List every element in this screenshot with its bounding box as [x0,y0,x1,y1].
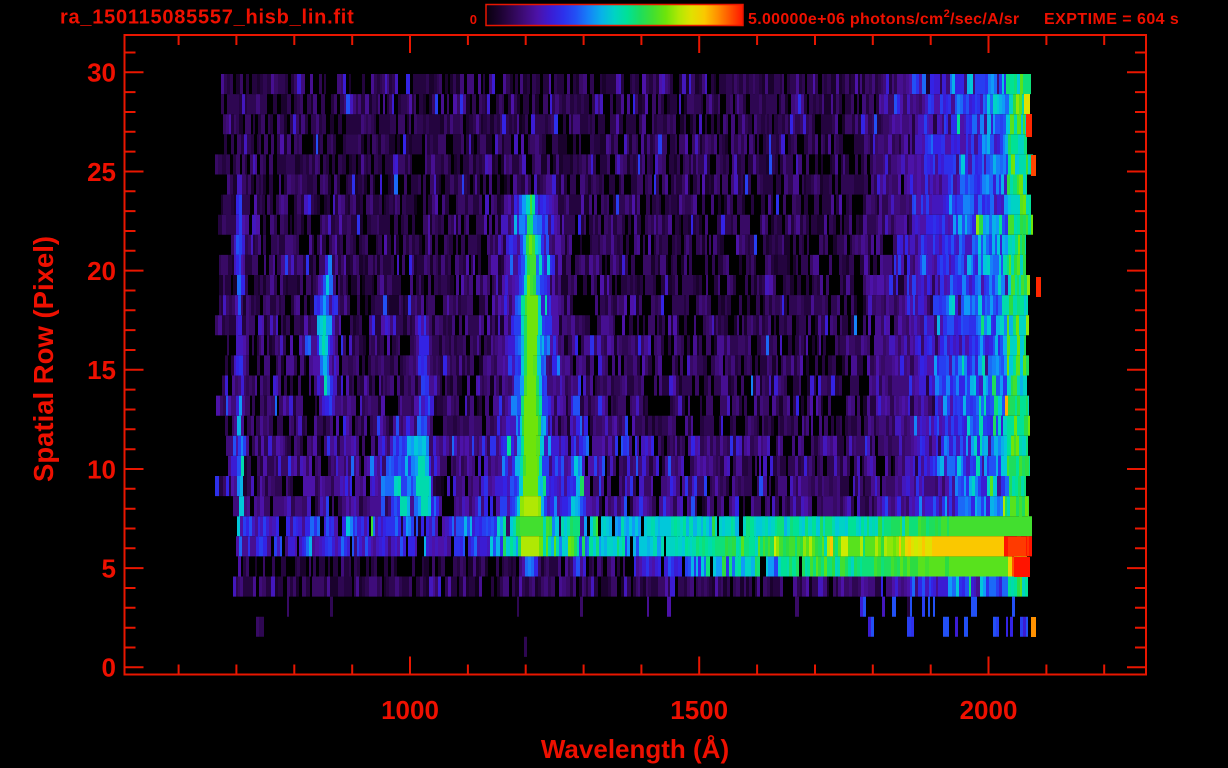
svg-text:30: 30 [87,58,116,88]
svg-text:25: 25 [87,157,116,187]
svg-text:1500: 1500 [670,695,728,725]
svg-text:1000: 1000 [381,695,439,725]
svg-text:0: 0 [470,12,477,27]
svg-text:Spatial Row (Pixel): Spatial Row (Pixel) [28,236,59,482]
svg-text:Wavelength (Å): Wavelength (Å) [541,734,729,764]
svg-text:5.00000e+06 photons/cm2/sec/A/: 5.00000e+06 photons/cm2/sec/A/sr [748,8,1019,28]
svg-text:2000: 2000 [960,695,1018,725]
svg-text:ra_150115085557_hisb_lin.fit: ra_150115085557_hisb_lin.fit [60,7,355,29]
svg-text:15: 15 [87,355,116,385]
svg-text:EXPTIME = 604 s: EXPTIME = 604 s [1044,11,1179,28]
svg-text:10: 10 [87,454,116,484]
svg-text:20: 20 [87,256,116,286]
svg-text:5: 5 [102,553,116,583]
svg-text:0: 0 [102,653,116,683]
